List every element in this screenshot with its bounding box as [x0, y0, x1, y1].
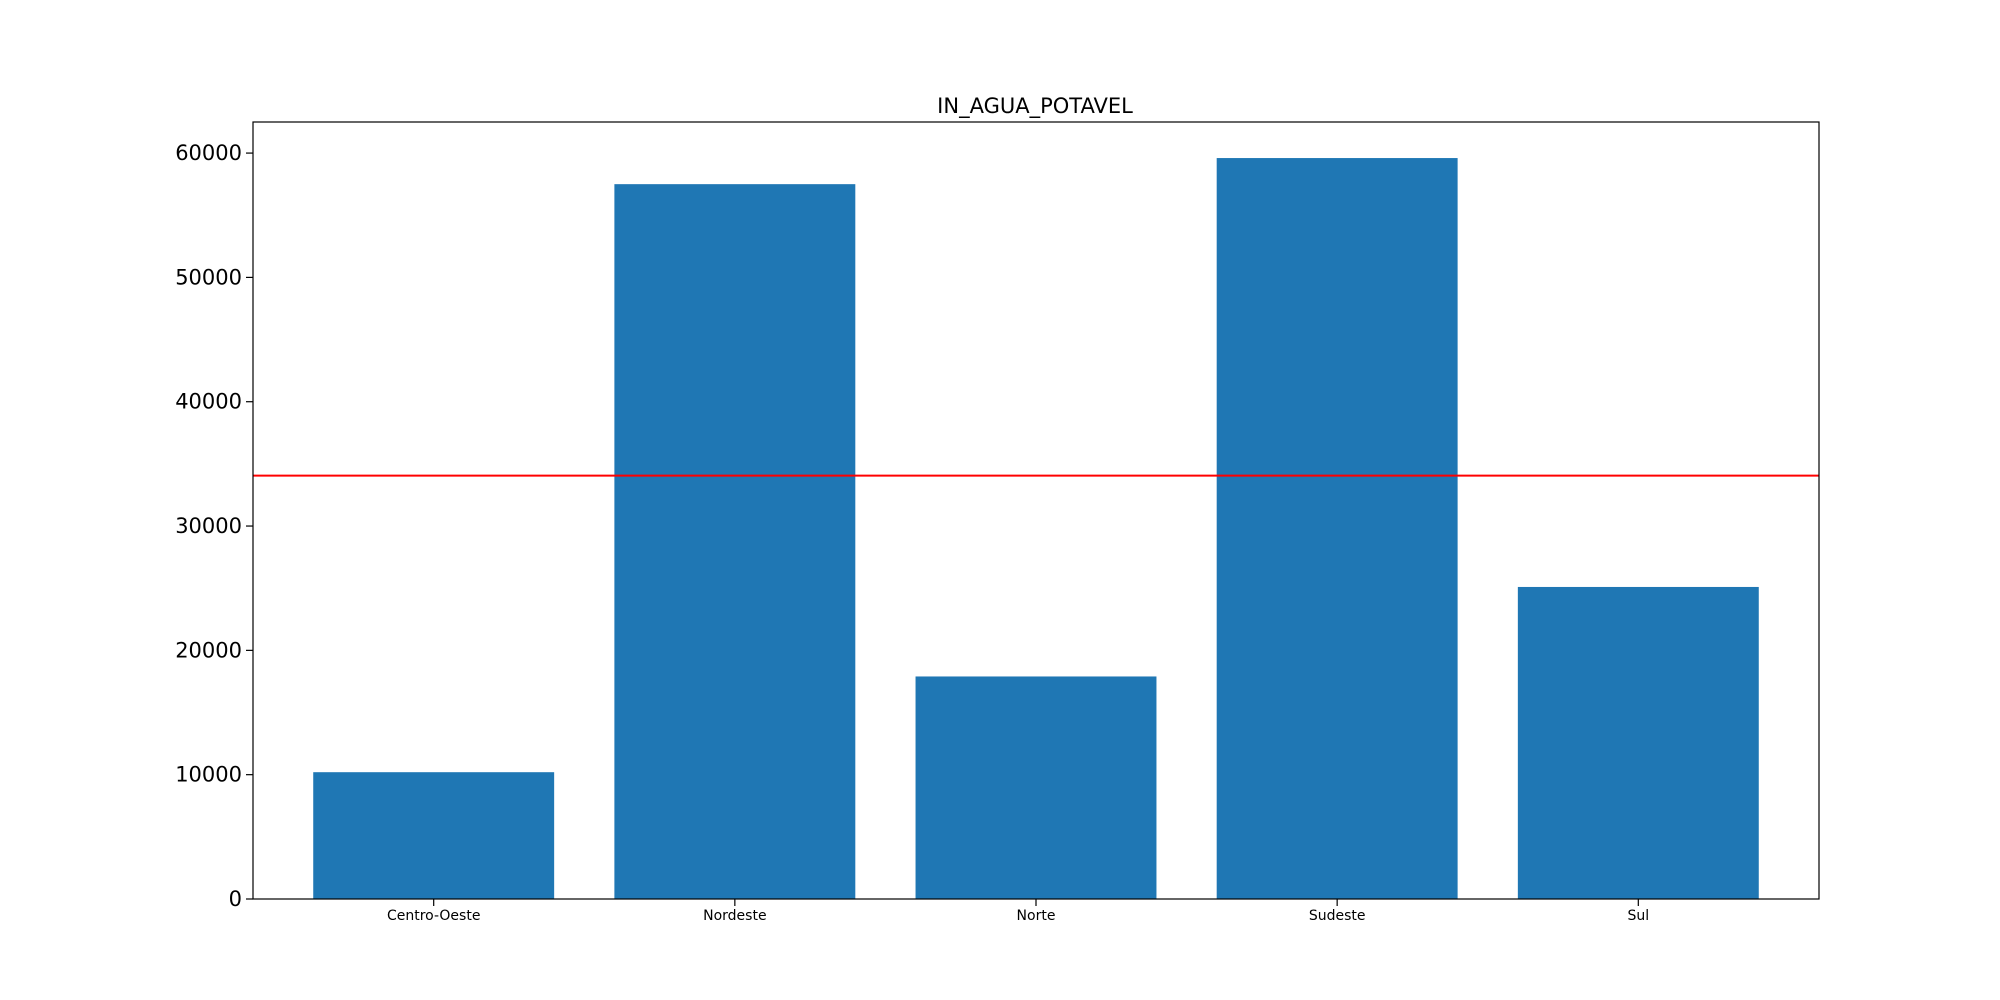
bar-nordeste [614, 184, 856, 899]
x-tick-label: Nordeste [703, 908, 766, 924]
bars-group [313, 158, 1759, 899]
x-axis: Centro-Oeste Nordeste Norte Sudeste Sul [387, 899, 1649, 924]
y-tick-label: 60000 [175, 141, 242, 165]
bar-sul [1517, 586, 1759, 899]
y-tick-label: 40000 [175, 390, 242, 414]
y-axis: 0 10000 20000 30000 40000 50000 60000 [175, 141, 253, 911]
x-tick-label: Sudeste [1309, 908, 1366, 924]
chart-title: IN_AGUA_POTAVEL [937, 94, 1133, 119]
x-tick-label: Centro-Oeste [387, 908, 481, 924]
bar-sudeste [1216, 158, 1458, 899]
y-tick-label: 0 [229, 887, 242, 911]
y-tick-label: 20000 [175, 638, 242, 662]
y-tick-label: 50000 [175, 265, 242, 289]
bar-norte [915, 676, 1157, 899]
y-tick-label: 10000 [175, 763, 242, 787]
x-tick-label: Sul [1627, 908, 1649, 924]
y-tick-label: 30000 [175, 514, 242, 538]
bar-centro-oeste [313, 772, 555, 899]
x-tick-label: Norte [1017, 908, 1056, 924]
